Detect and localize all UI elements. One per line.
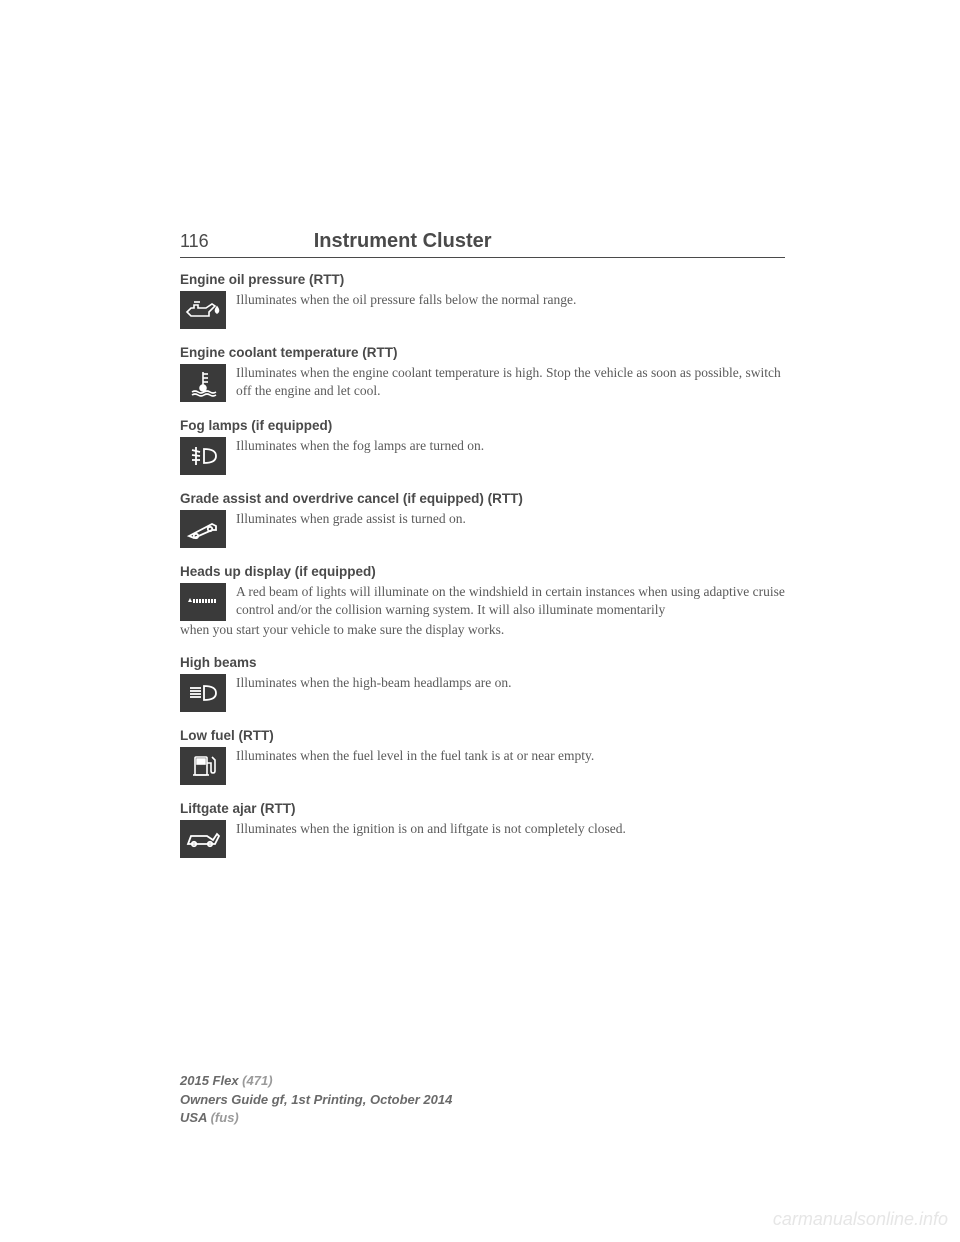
section-low-fuel: Low fuel (RTT) Illuminates when the fuel… [180, 728, 785, 785]
heads-up-icon [180, 583, 226, 621]
page-header: 116 Instrument Cluster [180, 230, 785, 258]
section-desc-wrap: when you start your vehicle to make sure… [180, 621, 785, 639]
section-title: Engine oil pressure (RTT) [180, 272, 785, 287]
section-desc: Illuminates when the high-beam headlamps… [236, 674, 512, 692]
section-title: Engine coolant temperature (RTT) [180, 345, 785, 360]
section-desc: Illuminates when the engine coolant temp… [236, 364, 785, 400]
section-title: Heads up display (if equipped) [180, 564, 785, 579]
section-title: High beams [180, 655, 785, 670]
section-oil-pressure: Engine oil pressure (RTT) Illuminates wh… [180, 272, 785, 329]
icon-row: Illuminates when the ignition is on and … [180, 820, 785, 858]
section-desc: Illuminates when the oil pressure falls … [236, 291, 576, 309]
icon-row: Illuminates when the high-beam headlamps… [180, 674, 785, 712]
footer-region-line: USA (fus) [180, 1109, 452, 1127]
section-desc: Illuminates when the fuel level in the f… [236, 747, 594, 765]
footer-model-code: (471) [242, 1073, 272, 1088]
section-liftgate-ajar: Liftgate ajar (RTT) Illuminates when the… [180, 801, 785, 858]
footer-model: 2015 Flex [180, 1073, 239, 1088]
thermometer-icon [180, 364, 226, 402]
section-high-beams: High beams Illuminates when the high-bea… [180, 655, 785, 712]
footer-region: USA [180, 1110, 207, 1125]
icon-row: Illuminates when grade assist is turned … [180, 510, 785, 548]
footer-guide: Owners Guide gf, 1st Printing, October 2… [180, 1091, 452, 1109]
page-number: 116 [180, 231, 209, 252]
grade-assist-icon [180, 510, 226, 548]
page-content: 116 Instrument Cluster Engine oil pressu… [0, 0, 960, 858]
icon-row: Illuminates when the fog lamps are turne… [180, 437, 785, 475]
section-title: Liftgate ajar (RTT) [180, 801, 785, 816]
watermark: carmanualsonline.info [773, 1209, 948, 1230]
oil-can-icon [180, 291, 226, 329]
section-title: Fog lamps (if equipped) [180, 418, 785, 433]
section-desc: Illuminates when the fog lamps are turne… [236, 437, 484, 455]
footer: 2015 Flex (471) Owners Guide gf, 1st Pri… [180, 1072, 452, 1127]
section-title: Grade assist and overdrive cancel (if eq… [180, 491, 785, 506]
footer-model-line: 2015 Flex (471) [180, 1072, 452, 1090]
section-fog-lamps: Fog lamps (if equipped) Illuminates when… [180, 418, 785, 475]
section-desc: A red beam of lights will illuminate on … [236, 583, 785, 619]
section-grade-assist: Grade assist and overdrive cancel (if eq… [180, 491, 785, 548]
icon-row: Illuminates when the fuel level in the f… [180, 747, 785, 785]
icon-row: Illuminates when the engine coolant temp… [180, 364, 785, 402]
section-title: Low fuel (RTT) [180, 728, 785, 743]
icon-row: Illuminates when the oil pressure falls … [180, 291, 785, 329]
icon-row: A red beam of lights will illuminate on … [180, 583, 785, 621]
fuel-pump-icon [180, 747, 226, 785]
liftgate-icon [180, 820, 226, 858]
section-desc: Illuminates when the ignition is on and … [236, 820, 626, 838]
high-beam-icon [180, 674, 226, 712]
section-desc: Illuminates when grade assist is turned … [236, 510, 466, 528]
chapter-title: Instrument Cluster [314, 230, 492, 253]
section-coolant-temp: Engine coolant temperature (RTT) Illumin… [180, 345, 785, 402]
fog-lamp-icon [180, 437, 226, 475]
footer-region-code: (fus) [211, 1110, 239, 1125]
section-heads-up: Heads up display (if equipped) [180, 564, 785, 639]
